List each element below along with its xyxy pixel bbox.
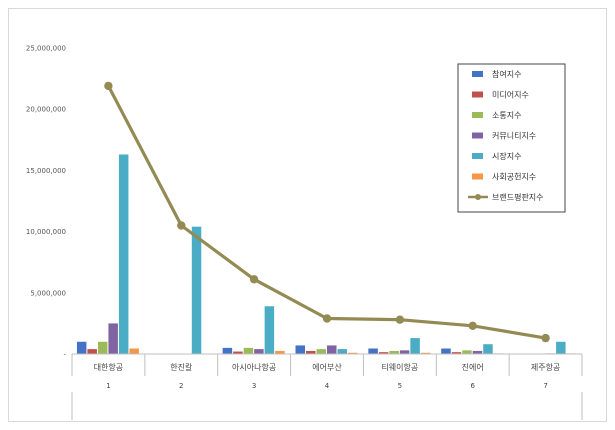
bar [233, 351, 243, 354]
legend-label: 소통지수 [492, 111, 521, 120]
category-label: 대한항공 [94, 363, 123, 372]
legend-swatch [472, 173, 483, 180]
bar [264, 306, 275, 354]
bar [472, 350, 483, 354]
bar [462, 350, 472, 354]
y-tick-label: - [63, 351, 66, 359]
bar [87, 349, 97, 354]
legend-marker [475, 194, 481, 200]
legend-swatch [472, 91, 483, 98]
bar [327, 345, 337, 354]
legend-label: 미디어지수 [492, 90, 529, 100]
bar [118, 154, 129, 354]
bar [97, 341, 108, 354]
category-number: 7 [543, 382, 547, 390]
bar [222, 347, 233, 354]
bar [410, 338, 420, 354]
y-tick-label: 5,000,000 [30, 289, 66, 297]
category-label: 에어부산 [312, 362, 342, 372]
legend-swatch [472, 71, 483, 77]
bar [243, 347, 254, 354]
legend-label: 참여지수 [492, 69, 521, 79]
line-point [395, 315, 405, 324]
line-point [249, 275, 259, 284]
bar [399, 350, 410, 354]
bar [348, 352, 358, 354]
legend-swatch [472, 153, 483, 159]
category-number: 6 [470, 382, 475, 390]
y-tick-label: 20,000,000 [26, 106, 66, 114]
bar [76, 341, 87, 354]
bar [441, 348, 451, 354]
category-number: 3 [252, 382, 256, 390]
bar [483, 344, 493, 354]
category-number: 2 [179, 382, 183, 390]
bar [420, 352, 431, 354]
category-number: 5 [398, 382, 402, 390]
line-point [541, 333, 550, 343]
brand-index-line [104, 81, 550, 343]
bar [556, 341, 566, 354]
line-point [177, 221, 186, 230]
category-label: 티웨이항공 [381, 362, 418, 372]
category-number: 4 [325, 382, 330, 390]
category-number: 1 [106, 382, 110, 390]
y-tick-label: 25,000,000 [26, 45, 66, 53]
bar [254, 349, 264, 354]
y-axis: - 5,000,000 10,000,000 15,000,000 20,000,000… [26, 45, 67, 359]
legend-label: 사회공헌지수 [492, 173, 536, 182]
legend-label: 커뮤니티지수 [492, 131, 536, 141]
category-label: 제주항공 [531, 363, 560, 372]
bar [451, 352, 462, 354]
chart-frame [8, 8, 607, 422]
y-tick-label: 15,000,000 [26, 167, 66, 175]
y-tick-label: 10,000,000 [26, 228, 66, 236]
bar [389, 350, 399, 354]
bar [129, 348, 139, 354]
bar [108, 323, 118, 354]
legend-swatch [472, 132, 483, 139]
line-point [322, 314, 332, 323]
line-point [104, 81, 113, 91]
legend-swatch [472, 112, 483, 118]
category-label: 아시아나항공 [232, 362, 276, 372]
legend-label: 브랜드평판지수 [492, 192, 544, 202]
bar [337, 349, 347, 354]
line-point [468, 321, 477, 330]
bar [306, 350, 316, 354]
bar [191, 226, 202, 354]
bar [275, 350, 285, 354]
legend-label: 시장지수 [492, 151, 521, 161]
category-label: 진에어 [462, 362, 484, 372]
category-label: 한진칼 [170, 362, 193, 372]
bar [368, 348, 378, 354]
bar [378, 352, 389, 354]
x-axis: 대한항공 1 한진칼 2 아시아나항공 3 에어부산 4 티웨이항공 5 진에어 6 제주항공 7 [71, 353, 583, 420]
bar [316, 349, 326, 354]
bar [295, 345, 305, 354]
